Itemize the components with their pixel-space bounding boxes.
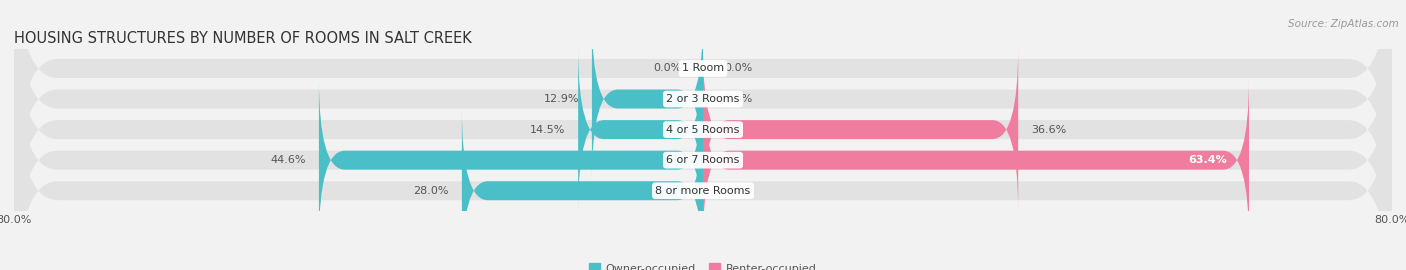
FancyBboxPatch shape [14,0,1392,270]
Text: 12.9%: 12.9% [544,94,579,104]
Text: 2 or 3 Rooms: 2 or 3 Rooms [666,94,740,104]
Text: 36.6%: 36.6% [1031,124,1066,135]
Text: 4 or 5 Rooms: 4 or 5 Rooms [666,124,740,135]
Text: 0.0%: 0.0% [724,94,752,104]
FancyBboxPatch shape [319,78,703,242]
Text: 63.4%: 63.4% [1188,155,1227,165]
FancyBboxPatch shape [461,109,703,270]
FancyBboxPatch shape [14,17,1392,270]
Text: 28.0%: 28.0% [413,186,449,196]
Text: Source: ZipAtlas.com: Source: ZipAtlas.com [1288,19,1399,29]
Text: 0.0%: 0.0% [654,63,682,73]
FancyBboxPatch shape [14,47,1392,270]
FancyBboxPatch shape [703,78,1249,242]
FancyBboxPatch shape [592,17,703,181]
Text: 14.5%: 14.5% [530,124,565,135]
Text: 0.0%: 0.0% [724,186,752,196]
Text: 44.6%: 44.6% [270,155,307,165]
FancyBboxPatch shape [14,0,1392,242]
Legend: Owner-occupied, Renter-occupied: Owner-occupied, Renter-occupied [585,259,821,270]
Text: 0.0%: 0.0% [724,63,752,73]
Text: 8 or more Rooms: 8 or more Rooms [655,186,751,196]
Text: HOUSING STRUCTURES BY NUMBER OF ROOMS IN SALT CREEK: HOUSING STRUCTURES BY NUMBER OF ROOMS IN… [14,32,472,46]
FancyBboxPatch shape [578,47,703,212]
Text: 6 or 7 Rooms: 6 or 7 Rooms [666,155,740,165]
Text: 1 Room: 1 Room [682,63,724,73]
FancyBboxPatch shape [703,47,1018,212]
FancyBboxPatch shape [14,0,1392,212]
